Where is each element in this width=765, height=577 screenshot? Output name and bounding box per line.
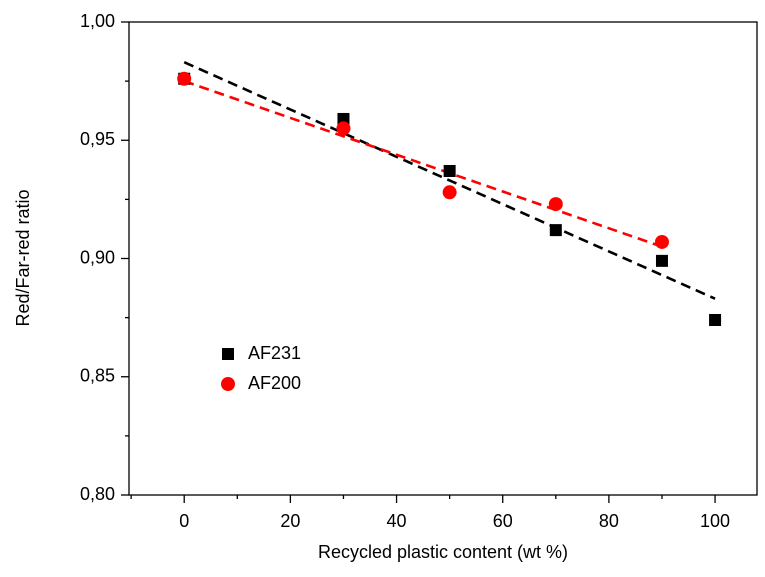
legend-label: AF231 (248, 343, 301, 363)
data-point (337, 112, 350, 125)
x-tick-label: 40 (387, 511, 407, 531)
y-tick-label: 0,90 (80, 247, 115, 267)
y-tick-label: 0,80 (80, 484, 115, 504)
data-point (709, 313, 722, 326)
x-tick-label: 0 (179, 511, 189, 531)
data-point (336, 121, 351, 136)
data-point (655, 254, 668, 267)
legend-label: AF200 (248, 373, 301, 393)
legend-marker (222, 348, 234, 360)
data-point (177, 71, 192, 86)
y-tick-label: 1,00 (80, 11, 115, 31)
y-axis-label: Red/Far-red ratio (13, 189, 33, 326)
data-point (548, 197, 563, 212)
x-tick-label: 60 (493, 511, 513, 531)
data-point (442, 185, 457, 200)
x-tick-label: 20 (280, 511, 300, 531)
x-tick-label: 80 (599, 511, 619, 531)
y-tick-label: 0,95 (80, 129, 115, 149)
trend-line (183, 79, 663, 248)
y-tick-label: 0,85 (80, 366, 115, 386)
x-axis-label: Recycled plastic content (wt %) (318, 542, 568, 562)
data-point (549, 224, 562, 237)
x-tick-label: 100 (700, 511, 730, 531)
data-point (443, 164, 456, 177)
trend-line (183, 61, 716, 300)
data-point (654, 234, 669, 249)
legend-marker (221, 377, 235, 391)
